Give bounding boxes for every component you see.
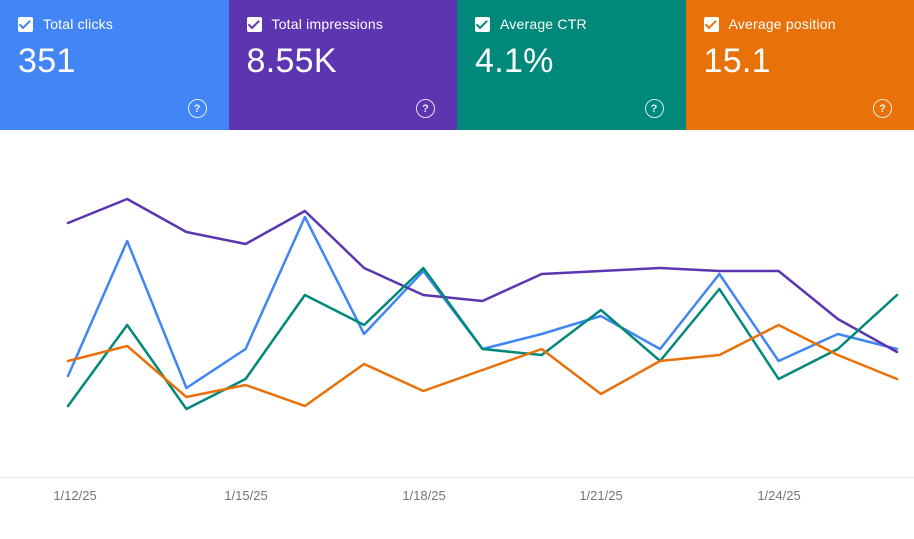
check-icon [475,17,488,30]
metric-card-total-clicks[interactable]: Total clicks 351 ? [0,0,229,130]
checkbox-average-position[interactable] [703,16,719,32]
metric-card-value: 8.55K [246,42,337,80]
x-tick-label: 1/18/25 [402,488,446,503]
metric-card-average-position[interactable]: Average position 15.1 ? [685,0,914,130]
checkbox-average-ctr[interactable] [475,16,490,32]
metric-card-value: 15.1 [703,42,771,80]
x-axis-line [0,477,914,478]
series-line-average-position [66,323,899,408]
metric-card-label: Total clicks [43,16,114,32]
check-icon [247,17,260,30]
help-icon[interactable]: ? [187,99,207,118]
metric-card-value: 4.1% [475,42,554,80]
checkbox-total-impressions[interactable] [246,16,262,32]
performance-line-chart-svg[interactable] [0,150,914,480]
help-icon[interactable]: ? [644,99,664,118]
series-line-average-ctr [66,266,899,411]
help-icon[interactable]: ? [416,99,435,118]
metric-card-value: 351 [18,42,76,80]
x-tick-label: 1/15/25 [224,488,268,503]
metric-card-label: Total impressions [271,16,384,32]
x-tick-label: 1/21/25 [579,488,623,503]
metric-card-label: Average CTR [500,16,587,32]
check-icon [18,17,31,30]
checkbox-total-clicks[interactable] [18,16,33,32]
metric-cards-row: Total clicks 351 ? Total impressions 8.5… [0,0,914,130]
metric-card-total-impressions[interactable]: Total impressions 8.55K ? [228,0,457,130]
help-icon[interactable]: ? [873,99,892,118]
metric-card-label: Average position [728,16,836,32]
x-tick-label: 1/24/25 [757,488,801,503]
x-tick-label: 1/12/25 [53,488,97,503]
check-icon [704,17,717,30]
series-line-total-impressions [66,197,899,354]
series-line-total-clicks [66,215,899,390]
performance-chart[interactable]: 1/12/25 1/15/25 1/18/25 1/21/25 1/24/25 [0,130,914,539]
metric-card-average-ctr[interactable]: Average CTR 4.1% ? [457,0,686,130]
